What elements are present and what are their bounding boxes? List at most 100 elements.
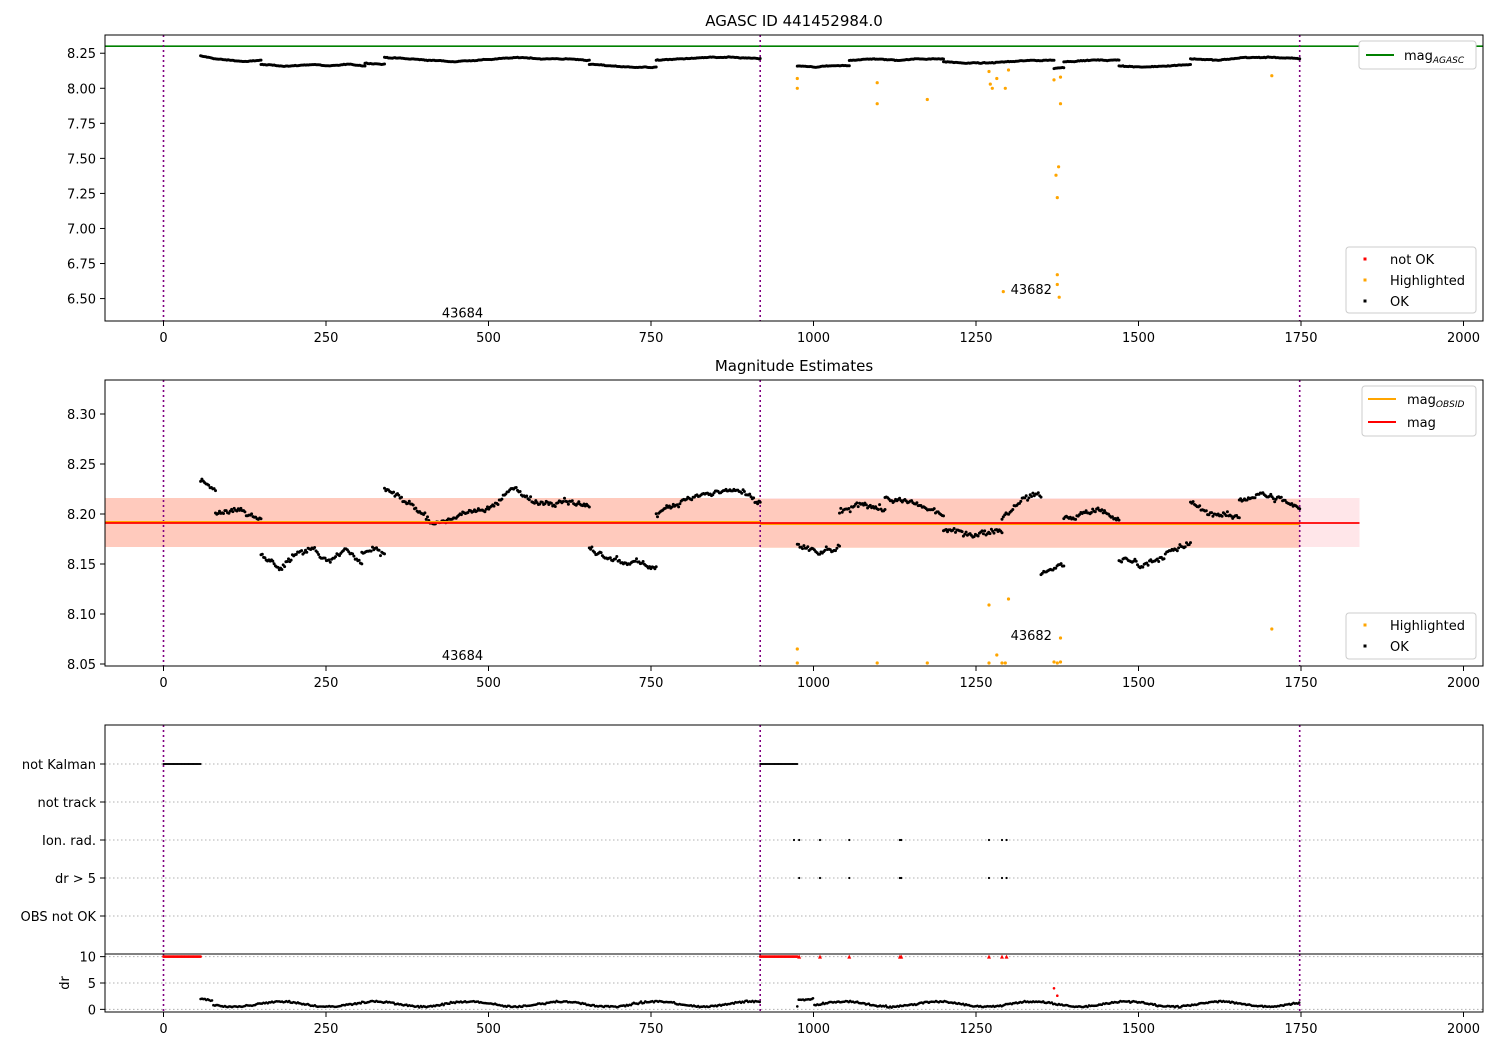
p1-ok-point — [942, 57, 945, 61]
flag-point — [848, 876, 851, 880]
p2-ok-point — [593, 550, 596, 554]
p2-ok-point — [1091, 507, 1095, 511]
p2-ok-point — [1183, 545, 1187, 549]
dr-point — [758, 1000, 761, 1004]
p2-ok-point — [1157, 560, 1161, 563]
p2-ok-point — [1101, 511, 1105, 515]
legend-highlighted-marker — [1363, 278, 1367, 282]
dr-capped-marker — [987, 954, 991, 959]
p2-ok-point — [484, 507, 488, 511]
p2-ok-point — [315, 550, 319, 554]
p1-ytick-label: 7.50 — [67, 152, 96, 167]
p2-ok-point — [942, 514, 945, 518]
p2-ok-point — [371, 545, 374, 549]
p2-ok-point — [752, 496, 756, 500]
p2-ok-point — [677, 505, 681, 509]
p2-ok-point — [500, 497, 504, 501]
p2-obsid-annotation: 43682 — [1011, 629, 1052, 644]
p2-ok-point — [328, 560, 332, 564]
p1-xtick-label: 1500 — [1122, 331, 1155, 346]
p2-ok-point — [1134, 559, 1138, 563]
legend-mag-agasc-sub: AGASC — [1432, 56, 1465, 66]
p2-ok-point — [633, 559, 637, 563]
p2-ok-point — [1000, 517, 1004, 521]
p1-ytick-label: 8.25 — [67, 47, 96, 62]
p2-highlighted-point — [1000, 661, 1004, 665]
p2-ok-point — [285, 560, 289, 563]
p2-ok-point — [259, 517, 263, 521]
p2-ok-point — [840, 510, 844, 514]
dr-ytick-label: 0 — [88, 1003, 96, 1018]
dr-point — [811, 997, 815, 1000]
flag-point — [848, 838, 851, 842]
p2-ok-point — [1110, 515, 1114, 519]
p1-highlighted-point — [1270, 74, 1274, 78]
p2-ok-point — [964, 530, 968, 534]
p2-ok-point — [847, 507, 851, 510]
p2-ok-point — [423, 511, 427, 515]
p2-ok-point — [599, 551, 603, 555]
p2-ok-point — [294, 552, 298, 556]
p2-ok-point — [313, 546, 317, 549]
p2-ok-point — [1036, 491, 1040, 495]
p2-ok-point — [327, 558, 331, 562]
dr-point — [210, 999, 214, 1002]
p2-xtick-label: 1500 — [1122, 676, 1155, 691]
p1-highlighted-point — [1052, 78, 1056, 82]
p2-ok-point — [570, 499, 574, 503]
p2-ok-point — [740, 491, 744, 495]
legend-mag-obsid-base: mag — [1407, 393, 1436, 408]
p2-ok-point — [492, 504, 496, 508]
p1-highlighted-point — [1001, 290, 1005, 294]
p1-ytick-label: 6.50 — [67, 293, 96, 308]
p2-ok-point — [690, 498, 694, 502]
p2-ok-point — [802, 544, 806, 548]
p2-ok-point — [1229, 514, 1233, 518]
p2-ok-point — [898, 496, 902, 500]
p2-ok-point — [231, 510, 235, 514]
p2-ok-point — [981, 532, 985, 536]
flag-point — [818, 876, 822, 880]
p4-xtick-label: 2000 — [1447, 1022, 1480, 1037]
p2-ytick-label: 8.25 — [67, 458, 96, 473]
p1-ok-point — [1189, 63, 1192, 66]
p2-ok-point — [801, 547, 804, 551]
p2-highlighted-point — [795, 661, 799, 665]
p2-ok-point — [272, 562, 276, 566]
p2-ok-point — [369, 549, 373, 553]
p2-ok-point — [199, 479, 203, 483]
p2-highlighted-point — [995, 653, 999, 657]
p1-xtick-label: 500 — [476, 331, 501, 346]
legend2-highlighted-marker — [1363, 623, 1367, 627]
p1-highlighted-point — [1054, 173, 1058, 177]
dr-ytick-label: 5 — [88, 977, 96, 992]
p2-ytick-label: 8.10 — [67, 608, 96, 623]
p2-ok-point — [338, 554, 341, 558]
flag-point — [798, 838, 801, 842]
flag-category-label: OBS not OK — [21, 910, 97, 925]
p2-ok-point — [1145, 561, 1149, 565]
p1-highlighted-point — [987, 69, 991, 74]
p2-ok-point — [1120, 560, 1124, 564]
p2-ok-point — [357, 558, 361, 562]
p2-ok-point — [1239, 497, 1243, 501]
p2-xtick-label: 1000 — [797, 676, 830, 691]
panel-agasc-plot: 43684 43682 0 250 500 750 1000 1250 1500 1750 2000… — [67, 35, 1483, 346]
legend2-highlighted-label: Highlighted — [1390, 619, 1465, 634]
p2-ok-point — [654, 512, 658, 516]
p4-xtick-label: 1750 — [1284, 1022, 1317, 1037]
p2-ok-point — [1011, 508, 1015, 511]
p2-ok-point — [1059, 562, 1063, 566]
p4-xtick-label: 250 — [314, 1022, 339, 1037]
p2-xtick-label: 250 — [314, 676, 339, 691]
p2-ok-point — [546, 500, 549, 504]
p2-xtick-label: 1250 — [959, 676, 992, 691]
dr-capped-marker — [1000, 954, 1004, 959]
p2-ok-point — [1039, 495, 1043, 499]
p2-ok-point — [263, 556, 267, 560]
p1-xtick-label: 0 — [159, 331, 167, 346]
p1-highlighted-point — [795, 86, 799, 90]
p2-ok-point — [663, 506, 667, 510]
p2-ok-point — [675, 503, 679, 507]
